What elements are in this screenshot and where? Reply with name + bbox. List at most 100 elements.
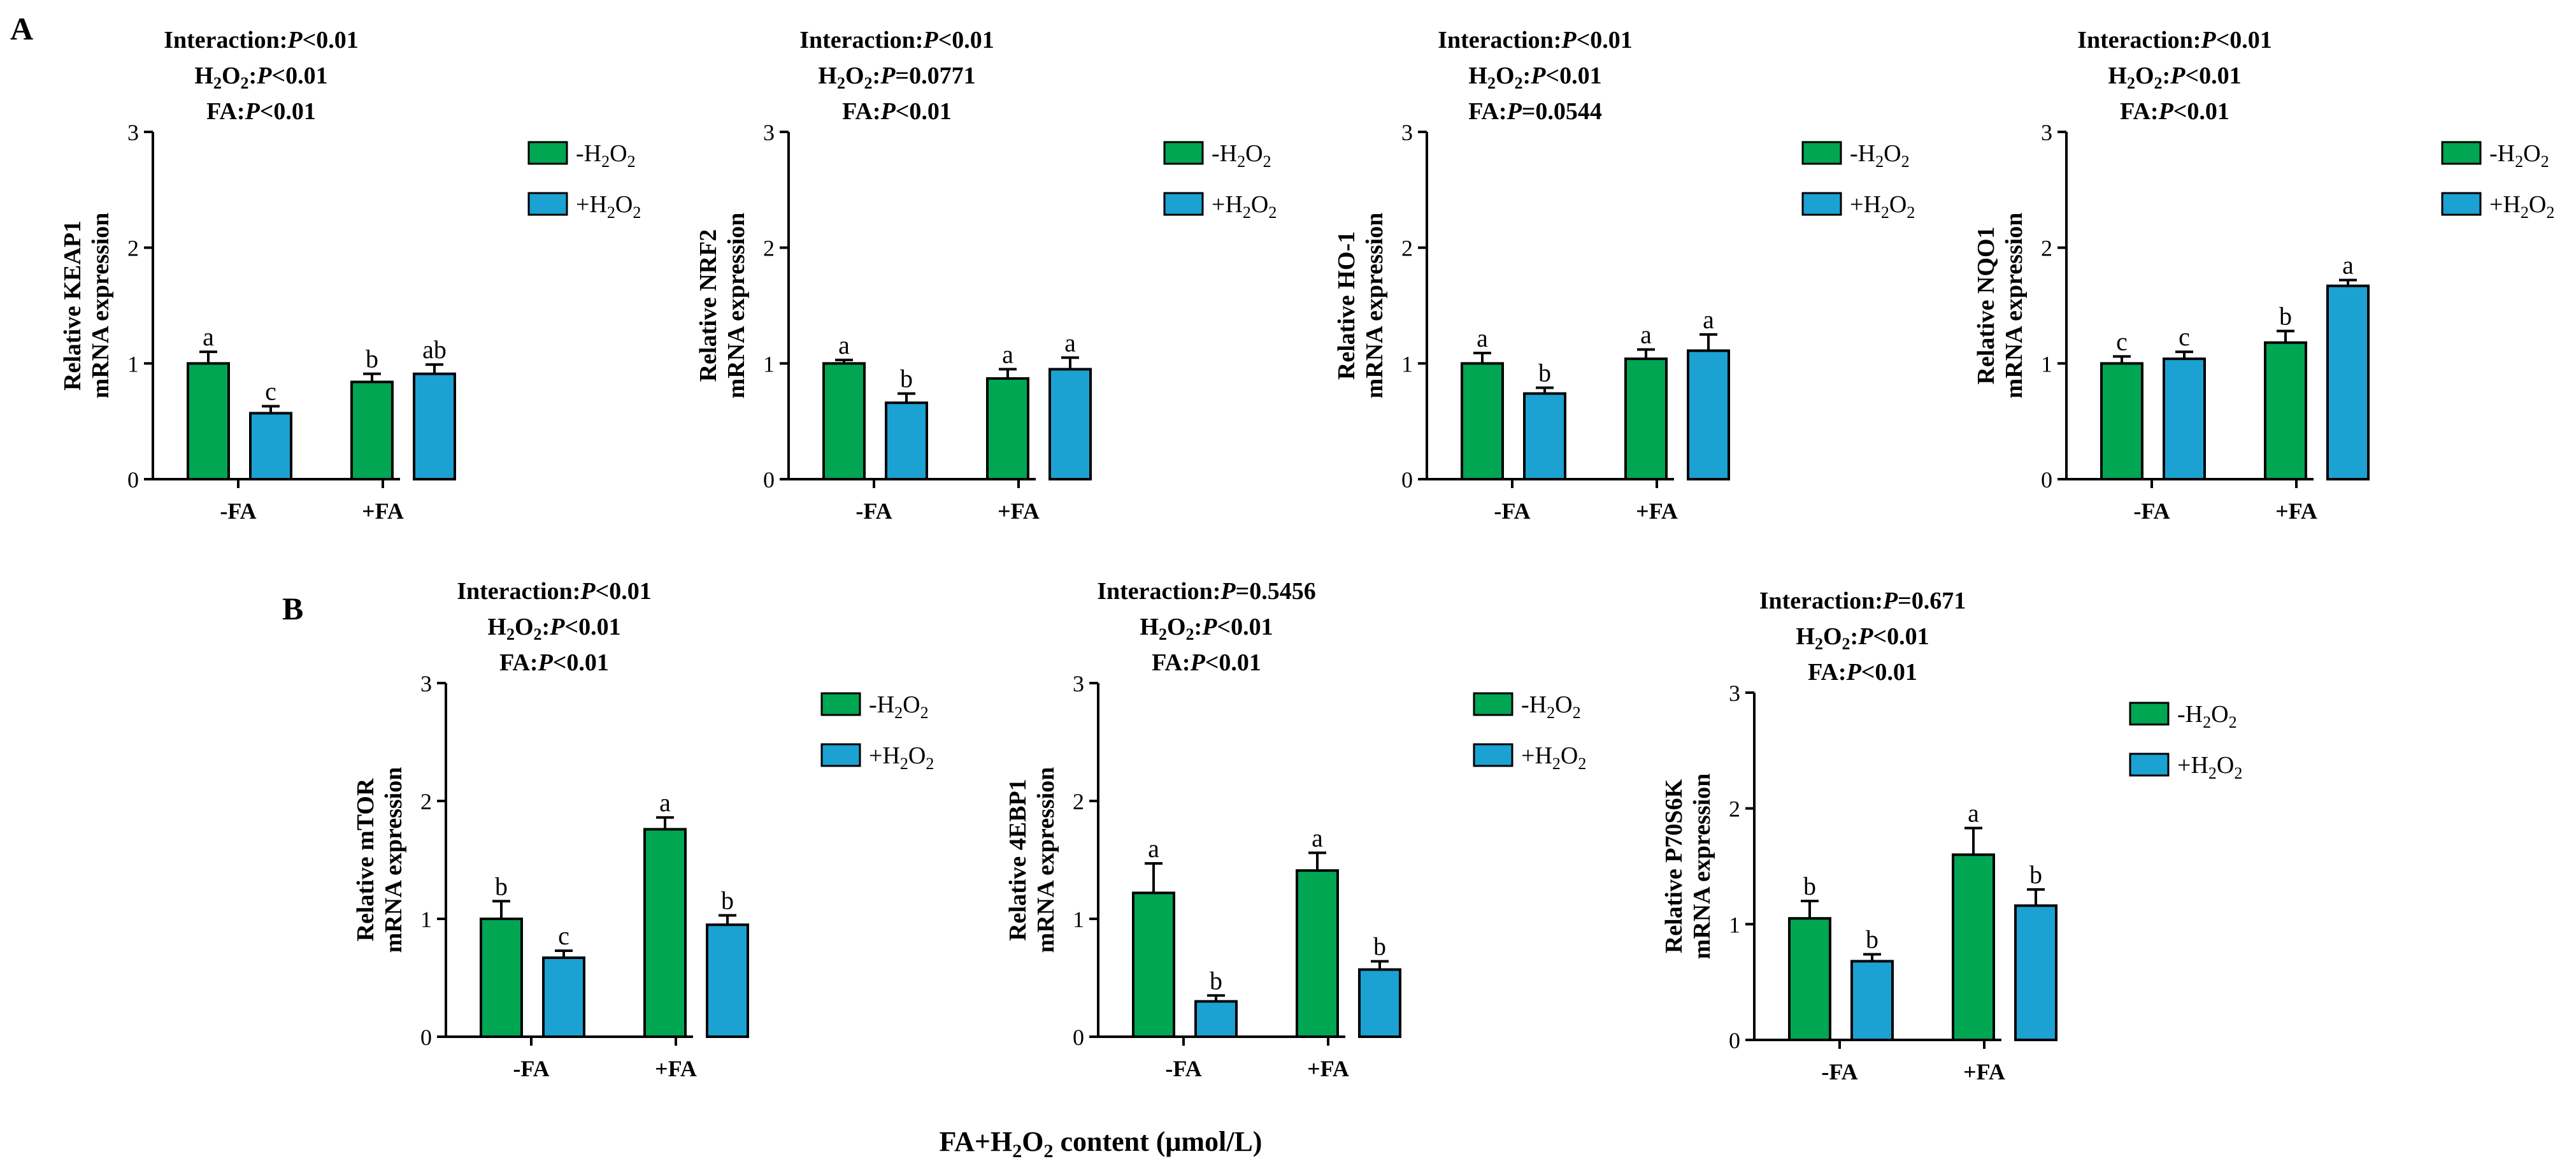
stat-fa: FA:P<0.01 [842,98,952,125]
y-tick-label: 2 [2041,236,2052,261]
significance-letter: b [2279,301,2292,330]
legend-text-part: + [2489,191,2503,218]
x-tick-label: +FA [2275,498,2317,524]
legend-label-minus: -H2O2 [576,140,636,171]
chart-p70s6k: Interaction:P=0.671 H2O2:P<0.01 FA:P<0.01 R… [1661,588,2242,1085]
legend-swatch [2129,753,2170,777]
bar [1624,357,1668,480]
x-tick-label: -FA [1821,1059,1857,1085]
legend-text-part: 2 [2515,152,2523,171]
legend-text-part: + [576,191,589,218]
stat-p-symbol: P [880,98,896,125]
legend-text-part: H [584,140,601,167]
legend-text-part: O [908,742,926,769]
bar [2014,904,2057,1042]
stat-value: <0.01 [1577,27,1633,54]
significance-letter: b [1538,358,1551,387]
chart-nqo1: Interaction:P<0.01 H2O2:P<0.01 FA:P<0.01 Re… [1973,27,2554,524]
y-tick-label: 1 [1401,351,1413,377]
legend-label-minus: -H2O2 [1850,140,1910,171]
chart-4ebp1: Interaction:P=0.5456 H2O2:P<0.01 FA:P<0.01… [1005,578,1586,1081]
bar [542,956,585,1039]
y-tick-label: 2 [127,236,139,261]
y-tick-label: 2 [1729,797,1740,822]
legend-text-part: O [610,140,627,167]
significance-letter: b [2029,860,2042,889]
y-tick-label: 1 [1073,907,1084,932]
stat-p-symbol: P [2158,98,2174,125]
legend-text-part: 2 [1263,152,1271,171]
legend-swatch [527,192,568,216]
legend-text-part: 2 [627,152,636,171]
chart-ho-1: Interaction:P<0.01 H2O2:P<0.01 FA:P=0.0544… [1333,27,1915,524]
stat-interaction: Interaction:P=0.5456 [1097,578,1316,605]
y-axis-label: Relative NQO1mRNA expression [1973,213,2028,399]
stat-value: <0.01 [938,27,994,54]
stat-fa: FA:P=0.0544 [1468,98,1602,125]
x-tick-label: -FA [1165,1056,1201,1081]
stat-value: <0.01 [564,614,620,640]
legend-text-part: 2 [607,203,615,222]
legend-swatch [2441,192,2482,216]
legend-text-part: 2 [2234,764,2242,782]
stat-interaction: Interaction:P<0.01 [457,578,652,605]
bar [2326,284,2370,480]
legend-text-part: 2 [2229,713,2237,732]
bar [643,828,687,1039]
legend-text-part: 2 [2203,713,2211,732]
legend-swatch [527,141,568,165]
y-axis-label-line2: mRNA expression [87,213,114,399]
legend-label-plus: +H2O2 [576,191,641,222]
y-tick-label: 2 [763,236,775,261]
y-tick-label: 3 [1401,120,1413,145]
y-tick-label: 0 [2041,467,2052,493]
legend-text-part: 2 [1578,754,1586,773]
y-tick-label: 0 [1401,467,1413,493]
stat-p-symbol: P [1190,649,1206,676]
stat-interaction: Interaction:P<0.01 [164,27,359,54]
x-tick-label: +FA [1307,1056,1349,1081]
legend-label-minus: -H2O2 [2177,701,2237,732]
stat-value: <0.01 [2173,98,2229,125]
stat-p-symbol: P [1846,659,1862,686]
legend-text-part: - [1850,140,1858,167]
legend-swatch [1473,692,1513,716]
legend-label-plus: +H2O2 [2489,191,2554,222]
legend-text-part: + [2177,752,2191,779]
y-axis-label-line1: Relative P70S6K [1661,779,1687,953]
legend-text-part: - [2177,701,2186,728]
stat-h2o2: H2O2:P<0.01 [2108,62,2241,92]
y-tick-label: 1 [127,351,139,377]
stat-h2o2: H2O2:P=0.0771 [818,62,975,92]
legend-text-part: H [1535,742,1552,769]
legend-text-part: H [2498,140,2515,167]
chart-keap1: Interaction:P<0.01 H2O2:P<0.01 FA:P<0.01 Re… [59,27,641,524]
bar [885,401,928,480]
significance-letter: a [1477,324,1488,352]
legend-text-part: O [2211,701,2228,728]
bar [1132,891,1175,1039]
stat-value: <0.01 [553,649,609,676]
bar [2264,341,2307,481]
legend-text-part: 2 [1547,703,1555,722]
bar [1358,968,1401,1039]
legend-swatch [820,692,861,716]
stat-value: <0.01 [271,62,327,89]
stat-p-symbol: P [1857,623,1873,650]
bar [706,923,749,1038]
bar [1952,853,1995,1042]
y-tick-label: 0 [420,1025,432,1050]
legend-label-plus: +H2O2 [2177,752,2242,782]
legend-text-part: 2 [926,754,934,773]
stat-value: =0.671 [1898,588,1966,614]
legend-text-part: 2 [2521,203,2529,222]
y-axis-label-line2: mRNA expression [1361,213,1388,399]
legend-text-part: - [1212,140,1220,167]
x-tick-label: +FA [655,1056,697,1081]
legend-label-plus: +H2O2 [869,742,934,773]
legend-label-plus: +H2O2 [1212,191,1277,222]
legend-text-part: 2 [601,152,610,171]
x-tick-label: -FA [2133,498,2170,524]
bar [187,362,230,480]
legend-text-part: 2 [1907,203,1915,222]
